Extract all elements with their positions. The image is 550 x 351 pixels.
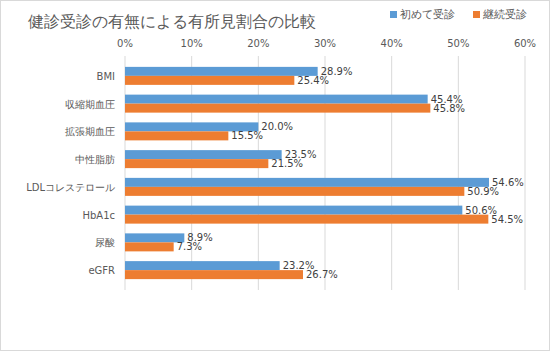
legend-label: 初めて受診: [400, 8, 455, 21]
category-label: 収縮期血圧: [65, 99, 115, 110]
bar: [125, 159, 268, 168]
data-label: 15.5%: [231, 130, 263, 141]
legend-item: 継続受診: [473, 8, 527, 21]
chart: 健診受診の有無による有所見割合の比較 初めて受診 継続受診 0% 10% 20% 30% 40…: [0, 0, 550, 351]
bar: [125, 270, 303, 279]
legend-item: 初めて受診: [390, 8, 455, 21]
legend-swatch: [390, 11, 397, 18]
data-label: 21.5%: [271, 158, 303, 169]
bars: [125, 67, 489, 279]
grid-line: [525, 56, 526, 290]
tick-label: 0%: [117, 38, 133, 49]
tick-label: 40%: [381, 38, 403, 49]
data-label: 25.4%: [297, 75, 329, 86]
grid-line: [391, 56, 392, 290]
tick-label: 50%: [447, 38, 469, 49]
data-label: 50.9%: [467, 186, 499, 197]
tick-label: 10%: [181, 38, 203, 49]
tick-label: 60%: [514, 38, 536, 49]
legend-label: 継続受診: [482, 8, 527, 21]
category-label: 中性脂肪: [75, 154, 115, 165]
data-label: 20.0%: [261, 121, 293, 132]
bar: [125, 104, 430, 113]
data-label: 54.5%: [491, 214, 523, 225]
bar: [125, 206, 462, 215]
legend-swatch: [473, 11, 480, 18]
category-label: LDLコレステロール: [26, 182, 115, 193]
bar: [125, 178, 489, 187]
category-label: 尿酸: [95, 237, 115, 248]
grid-line: [258, 56, 259, 290]
category-label: 拡張期血圧: [65, 126, 115, 137]
grid-line: [191, 56, 192, 290]
grid-line: [125, 56, 126, 290]
bar: [125, 131, 228, 140]
data-label: 7.3%: [177, 241, 202, 252]
grid-line: [458, 56, 459, 290]
bar: [125, 215, 488, 224]
chart-frame: [1, 1, 550, 351]
data-label: 45.8%: [433, 103, 465, 114]
bar: [125, 95, 428, 104]
grid-line: [325, 56, 326, 290]
bar: [125, 187, 464, 196]
bar: [125, 242, 174, 251]
bar: [125, 233, 184, 242]
category-label: eGFR: [88, 265, 115, 276]
bar: [125, 76, 294, 85]
bar: [125, 67, 318, 76]
bar: [125, 261, 280, 270]
tick-label: 30%: [314, 38, 336, 49]
title: 健診受診の有無による有所見割合の比較: [28, 12, 316, 31]
tick-label: 20%: [247, 38, 269, 49]
bar: [125, 150, 282, 159]
data-label: 26.7%: [306, 269, 338, 280]
category-label: BMI: [97, 71, 115, 82]
category-label: HbA1c: [82, 210, 115, 221]
